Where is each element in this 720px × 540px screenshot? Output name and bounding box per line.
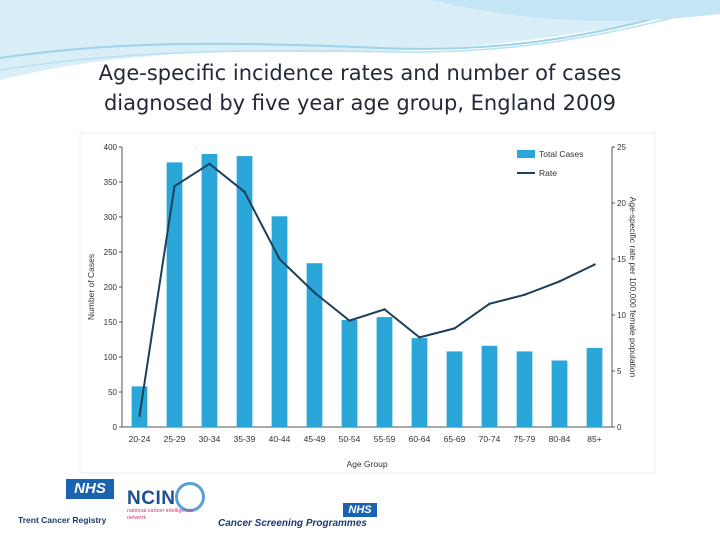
x-tick-label: 50-54 <box>339 434 361 444</box>
y2-tick-label: 20 <box>617 199 626 208</box>
ncin-emblem-icon <box>175 482 205 512</box>
rate-point <box>138 414 141 417</box>
y2-tick-label: 25 <box>617 143 626 152</box>
bar-30-34 <box>201 154 218 427</box>
rate-point <box>453 327 456 330</box>
bar-50-54 <box>341 319 358 427</box>
y2-tick-label: 15 <box>617 255 626 264</box>
rate-point <box>173 185 176 188</box>
rate-line <box>138 162 595 416</box>
title-line-2: diagnosed by five year age group, Englan… <box>103 91 617 115</box>
x-tick-label: 20-24 <box>129 434 151 444</box>
header-banner <box>0 0 720 80</box>
bar-65-69 <box>446 351 463 427</box>
y2-axis-title: Age-specific rate per 100,000 female pop… <box>628 197 638 378</box>
y-tick-label: 150 <box>104 318 118 327</box>
rate-point <box>208 162 211 165</box>
y2-tick-label: 0 <box>617 423 622 432</box>
x-tick-label: 70-74 <box>479 434 501 444</box>
bar-20-24 <box>131 386 148 427</box>
plot-area: 0 50 100 150 200 250 300 350 400 0 5 10 15 20 25 20-24 2… <box>86 143 638 469</box>
rate-point <box>593 263 596 266</box>
title-line-1: Age-specific incidence rates and number … <box>98 61 622 85</box>
y-tick-label: 400 <box>104 143 118 152</box>
bar-55-59 <box>376 317 393 427</box>
legend-label-rate: Rate <box>539 168 557 178</box>
trent-cancer-registry-label: Trent Cancer Registry <box>18 515 107 525</box>
x-tick-label: 40-44 <box>269 434 291 444</box>
y-tick-label: 100 <box>104 353 118 362</box>
bar-70-74 <box>481 345 498 427</box>
legend-bar-swatch <box>517 150 535 158</box>
ncin-subtitle: national cancer intelligence network <box>127 508 194 521</box>
x-tick-label: 85+ <box>587 434 601 444</box>
bar-85+ <box>586 347 603 427</box>
bar-40-44 <box>271 216 288 427</box>
y-tick-label: 350 <box>104 178 118 187</box>
x-tick-label: 45-49 <box>304 434 326 444</box>
nhs-logo: NHS <box>66 479 114 499</box>
y-tick-label: 300 <box>104 213 118 222</box>
bar-35-39 <box>236 156 253 427</box>
x-axis-title: Age Group <box>346 459 387 469</box>
bar-75-79 <box>516 351 533 427</box>
bar-25-29 <box>166 162 183 427</box>
x-tick-label: 80-84 <box>549 434 571 444</box>
x-tick-label: 65-69 <box>444 434 466 444</box>
page-title: Age-specific incidence rates and number … <box>0 58 720 118</box>
y-tick-label: 0 <box>113 423 118 432</box>
rate-point <box>488 302 491 305</box>
rate-point <box>243 190 246 193</box>
y-tick-label: 200 <box>104 283 118 292</box>
x-tick-label: 25-29 <box>164 434 186 444</box>
rate-point <box>523 293 526 297</box>
chart-panel <box>79 132 656 474</box>
y2-tick-label: 10 <box>617 311 626 320</box>
y-axis-title: Number of Cases <box>86 254 96 320</box>
rate-point <box>558 280 561 283</box>
legend-label-total-cases: Total Cases <box>539 149 583 159</box>
rate-point <box>348 319 351 322</box>
nhs-logo-small: NHS <box>343 503 377 517</box>
x-tick-label: 35-39 <box>234 434 256 444</box>
rate-point <box>418 336 421 339</box>
ncin-logo-text: NCIN <box>127 488 176 509</box>
x-tick-label: 55-59 <box>374 434 396 444</box>
rate-point <box>383 308 386 311</box>
y-tick-label: 50 <box>108 388 117 397</box>
bar-80-84 <box>551 360 568 427</box>
y-tick-label: 250 <box>104 248 118 257</box>
bar-45-49 <box>306 263 323 427</box>
x-tick-label: 30-34 <box>199 434 221 444</box>
x-tick-label: 60-64 <box>409 434 431 444</box>
y2-tick-label: 5 <box>617 367 622 376</box>
cancer-screening-programmes-label: Cancer Screening Programmes <box>218 518 367 529</box>
bar-60-64 <box>411 338 428 427</box>
x-tick-label: 75-79 <box>514 434 536 444</box>
rate-point <box>278 257 281 261</box>
rate-point <box>313 291 316 294</box>
